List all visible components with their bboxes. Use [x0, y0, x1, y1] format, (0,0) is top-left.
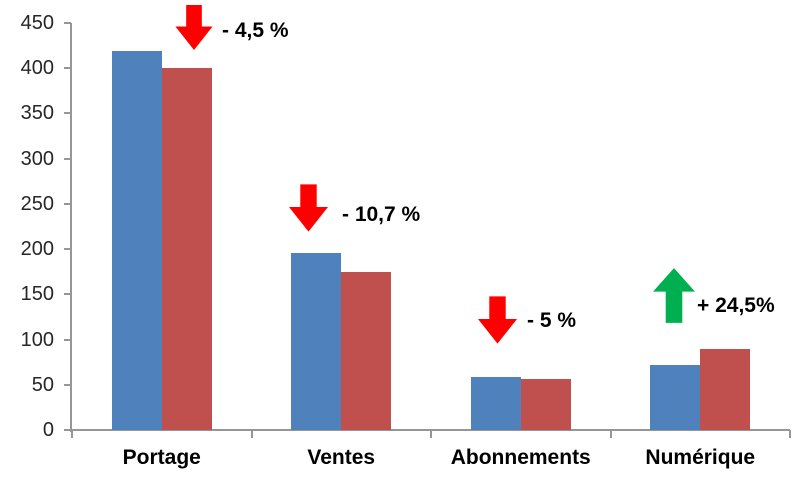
category-label: Numérique [645, 446, 756, 469]
y-axis-tick-label: 150 [20, 283, 54, 306]
arrow-down-icon [175, 5, 213, 50]
annotation-label: + 24,5% [697, 294, 775, 317]
category-label: Abonnements [450, 446, 591, 469]
y-axis-tick [64, 248, 71, 251]
bar-series-2-1 [341, 271, 392, 430]
y-axis-line [70, 23, 72, 432]
y-axis-tick-label: 200 [20, 238, 54, 261]
bar-series-1-3 [650, 364, 701, 430]
y-axis-tick [64, 293, 71, 296]
x-axis-tick [609, 430, 612, 438]
y-axis-tick [64, 338, 71, 341]
y-axis-tick-label: 100 [20, 328, 54, 351]
y-axis-tick [64, 383, 71, 386]
y-axis-tick [64, 112, 71, 115]
x-axis-tick [71, 430, 73, 438]
y-axis-tick-label: 250 [20, 192, 54, 215]
bar-series-1-2 [470, 376, 521, 430]
bar-series-2-0 [161, 68, 212, 430]
category-label: Ventes [307, 446, 376, 469]
x-axis-tick [430, 430, 432, 438]
y-axis-tick-label: 350 [20, 102, 54, 125]
y-axis-tick [64, 22, 71, 24]
annotation-label: - 5 % [527, 309, 577, 332]
x-axis-tick [250, 430, 253, 438]
arrow-down-icon [289, 184, 328, 232]
y-axis-tick-label: 50 [31, 373, 54, 396]
arrow-down-icon [478, 296, 517, 344]
x-axis-tick [789, 430, 791, 438]
annotation-label: - 4,5 % [222, 19, 289, 42]
y-axis-tick-label: 450 [20, 12, 54, 34]
y-axis-tick-label: 0 [42, 419, 54, 441]
arrow-up-icon [653, 268, 695, 323]
y-axis-tick-label: 400 [20, 57, 54, 80]
bar-series-2-2 [520, 379, 571, 430]
bar-series-1-0 [111, 51, 162, 430]
y-axis-tick [64, 429, 71, 431]
annotation-label: - 10,7 % [342, 203, 421, 226]
y-axis-tick-label: 300 [20, 147, 54, 170]
bar-series-2-3 [700, 348, 751, 430]
y-axis-tick [64, 202, 71, 205]
category-label: Portage [122, 446, 201, 469]
y-axis-tick [64, 67, 71, 70]
y-axis-tick [64, 157, 71, 160]
bar-series-1-1 [291, 252, 342, 430]
